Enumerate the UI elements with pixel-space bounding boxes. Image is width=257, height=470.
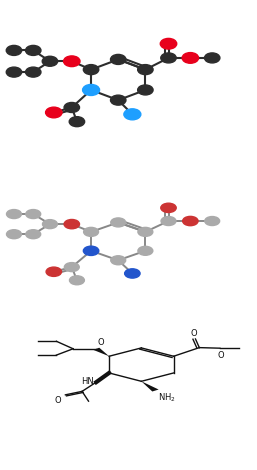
Circle shape bbox=[42, 219, 57, 228]
Circle shape bbox=[84, 227, 98, 236]
Circle shape bbox=[138, 64, 153, 75]
Text: O: O bbox=[97, 338, 104, 347]
Circle shape bbox=[138, 246, 153, 255]
Circle shape bbox=[64, 263, 79, 272]
Circle shape bbox=[64, 102, 79, 112]
Text: NH$_2$: NH$_2$ bbox=[158, 392, 175, 404]
Circle shape bbox=[183, 216, 198, 226]
Circle shape bbox=[42, 56, 58, 66]
Circle shape bbox=[69, 276, 84, 285]
Text: alamy - EB3PJA: alamy - EB3PJA bbox=[94, 450, 163, 459]
Circle shape bbox=[111, 55, 126, 64]
Circle shape bbox=[83, 246, 99, 256]
Circle shape bbox=[6, 67, 22, 77]
Text: O: O bbox=[191, 329, 197, 337]
Circle shape bbox=[26, 230, 41, 239]
Circle shape bbox=[63, 56, 80, 67]
Circle shape bbox=[124, 109, 141, 120]
Circle shape bbox=[161, 217, 176, 226]
Circle shape bbox=[83, 64, 99, 75]
Circle shape bbox=[111, 95, 126, 105]
Text: O: O bbox=[55, 396, 61, 405]
Polygon shape bbox=[141, 381, 159, 392]
Circle shape bbox=[25, 46, 41, 55]
Circle shape bbox=[138, 227, 153, 236]
Circle shape bbox=[160, 39, 177, 49]
Circle shape bbox=[64, 219, 79, 229]
Circle shape bbox=[205, 217, 220, 226]
Circle shape bbox=[205, 53, 220, 63]
Circle shape bbox=[26, 210, 41, 219]
Circle shape bbox=[125, 269, 140, 278]
Circle shape bbox=[46, 267, 61, 276]
Circle shape bbox=[138, 85, 153, 95]
Circle shape bbox=[182, 53, 199, 63]
Circle shape bbox=[69, 117, 85, 127]
Circle shape bbox=[111, 218, 126, 227]
Circle shape bbox=[45, 107, 62, 118]
Circle shape bbox=[82, 85, 99, 95]
Circle shape bbox=[161, 203, 176, 212]
Circle shape bbox=[6, 210, 21, 219]
Text: O: O bbox=[217, 351, 224, 360]
Circle shape bbox=[111, 256, 126, 265]
Polygon shape bbox=[93, 348, 109, 356]
Circle shape bbox=[6, 46, 22, 55]
Text: HN: HN bbox=[81, 377, 94, 386]
Circle shape bbox=[161, 53, 176, 63]
Circle shape bbox=[6, 230, 21, 239]
Circle shape bbox=[25, 67, 41, 77]
